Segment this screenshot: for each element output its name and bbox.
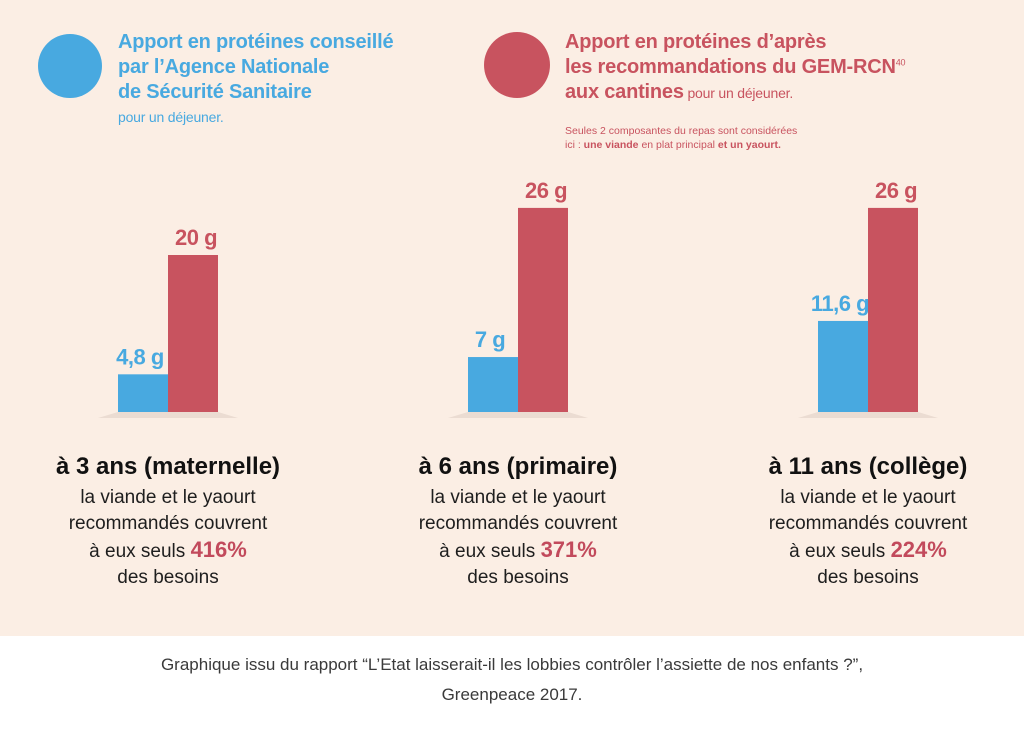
group-6ans-desc2: recommandés couvrent bbox=[418, 513, 618, 534]
legend-blue-line1: Apport en protéines conseillé bbox=[118, 31, 394, 53]
group-11ans-desc3-text: à eux seuls bbox=[789, 541, 891, 562]
legend-red-line3-sub: pour un déjeuner. bbox=[683, 85, 794, 101]
group-6ans-desc1: la viande et le yaourt bbox=[430, 487, 606, 508]
legend-red-note-bold1: une viande bbox=[583, 139, 639, 151]
group-11ans-desc4: des besoins bbox=[817, 567, 919, 588]
legend-red-dot bbox=[484, 32, 550, 98]
group-6ans-desc3-text: à eux seuls bbox=[439, 541, 541, 562]
value-label-blue-11ans: 11,6 g bbox=[811, 291, 869, 316]
group-3ans-title: à 3 ans (maternelle) bbox=[55, 453, 281, 480]
legend-red-line2-text: les recommandations du GEM-RCN bbox=[565, 56, 896, 78]
group-3ans-desc3: à eux seuls 416% bbox=[8, 537, 328, 565]
group-11ans-desc: la viande et le yaourt recommandés couvr… bbox=[708, 485, 1024, 591]
legend-red-note-mid: en plat principal bbox=[638, 139, 718, 151]
bar-blue-6ans bbox=[468, 357, 518, 412]
group-3ans-desc2: recommandés couvrent bbox=[68, 513, 268, 534]
group-6ans-desc4: des besoins bbox=[467, 567, 569, 588]
bar-blue-11ans bbox=[818, 320, 868, 412]
group-6ans: à 6 ans (primaire) la viande et le yaour… bbox=[358, 452, 678, 591]
legend-red-line3: aux cantines pour un déjeuner. bbox=[565, 80, 905, 106]
group-3ans-desc3-text: à eux seuls bbox=[89, 541, 191, 562]
figure-caption: Graphique issu du rapport “L’Etat laisse… bbox=[0, 650, 1024, 710]
legend-red-footnote-ref: 40 bbox=[895, 57, 906, 68]
group-6ans-title: à 6 ans (primaire) bbox=[418, 453, 618, 480]
bar-blue-3ans bbox=[118, 374, 168, 412]
group-3ans-desc4: des besoins bbox=[117, 567, 219, 588]
group-3ans: à 3 ans (maternelle) la viande et le yao… bbox=[8, 452, 328, 591]
legend-blue-dot bbox=[38, 34, 102, 98]
group-11ans-title: à 11 ans (collège) bbox=[768, 453, 968, 480]
group-11ans-desc3: à eux seuls 224% bbox=[708, 537, 1024, 565]
bar-base-shadow-6ans bbox=[448, 412, 588, 418]
legend-red-note-bold2: et un yaourt. bbox=[717, 139, 781, 151]
group-6ans-percent: 371% bbox=[540, 537, 597, 562]
bar-red-6ans bbox=[518, 207, 568, 412]
bar-base-shadow-11ans bbox=[798, 412, 938, 418]
infographic-panel: Apport en protéines conseillé par l’Agen… bbox=[0, 0, 1024, 636]
legend-blue-sub: pour un déjeuner. bbox=[118, 109, 224, 125]
group-6ans-desc: la viande et le yaourt recommandés couvr… bbox=[358, 485, 678, 591]
value-label-red-6ans: 26 g bbox=[525, 178, 567, 203]
legend-red-text: Apport en protéines d’après les recomman… bbox=[565, 30, 906, 106]
bar-red-11ans bbox=[868, 207, 918, 412]
group-11ans: à 11 ans (collège) la viande et le yaour… bbox=[708, 452, 1024, 591]
legend-red-note-line2: ici : une viande en plat principal et un… bbox=[565, 138, 797, 152]
value-label-blue-3ans: 4,8 g bbox=[116, 344, 164, 369]
legend-red-line2: les recommandations du GEM-RCN40 bbox=[565, 55, 906, 80]
legend-red-line1: Apport en protéines d’après bbox=[565, 31, 827, 53]
value-label-red-11ans: 26 g bbox=[875, 178, 917, 203]
bar-base-shadow-3ans bbox=[98, 412, 238, 418]
group-6ans-desc3: à eux seuls 371% bbox=[358, 537, 678, 565]
group-11ans-percent: 224% bbox=[890, 537, 947, 562]
group-11ans-desc2: recommandés couvrent bbox=[768, 513, 968, 534]
value-label-blue-6ans: 7 g bbox=[475, 327, 505, 352]
group-3ans-desc1: la viande et le yaourt bbox=[80, 487, 256, 508]
group-11ans-desc1: la viande et le yaourt bbox=[780, 487, 956, 508]
legend-blue-line2: par l’Agence Nationale bbox=[118, 56, 330, 78]
legend-red-note-prefix: ici : bbox=[565, 139, 584, 151]
legend-red-line3-text: aux cantines bbox=[565, 81, 684, 103]
group-3ans-percent: 416% bbox=[190, 537, 247, 562]
bar-red-3ans bbox=[168, 255, 218, 412]
bar-chart: 4,8 g 20 g 7 g 26 g 11,6 g 26 g bbox=[98, 178, 938, 418]
value-label-red-3ans: 20 g bbox=[175, 225, 217, 250]
legend-blue-line3: de Sécurité Sanitaire bbox=[118, 81, 312, 103]
caption-line2: Greenpeace 2017. bbox=[441, 685, 583, 704]
legend-red-note: Seules 2 composantes du repas sont consi… bbox=[565, 124, 797, 152]
caption-line1: Graphique issu du rapport “L’Etat laisse… bbox=[160, 655, 864, 674]
legend-blue-text: Apport en protéines conseillé par l’Agen… bbox=[118, 30, 394, 130]
group-3ans-desc: la viande et le yaourt recommandés couvr… bbox=[8, 485, 328, 591]
legend-red-note-line1: Seules 2 composantes du repas sont consi… bbox=[565, 125, 798, 137]
